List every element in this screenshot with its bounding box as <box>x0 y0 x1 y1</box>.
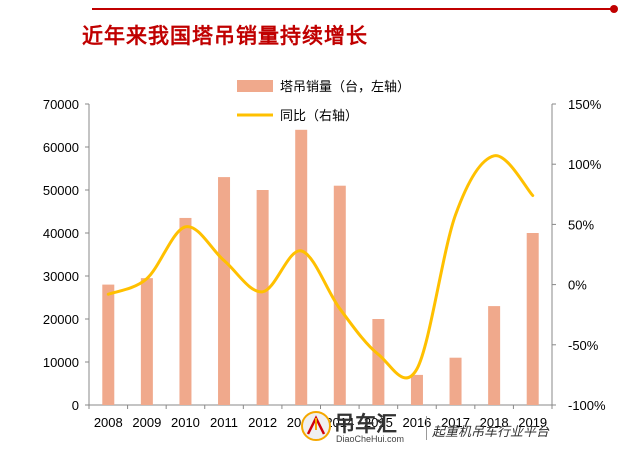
bar <box>295 129 308 406</box>
legend-line-label: 同比（右轴） <box>280 109 358 124</box>
x-tick-label: 2011 <box>210 415 238 430</box>
tick-labels: 0 10000 20000 30000 40000 50000 60000 70000 -100… <box>43 97 606 430</box>
bar <box>410 374 423 405</box>
bar <box>140 278 153 405</box>
y-left-tick-label: 30000 <box>43 269 79 284</box>
y-left-tick-label: 70000 <box>43 97 79 112</box>
bar-series <box>102 129 539 406</box>
bar <box>526 233 539 405</box>
bar <box>256 190 269 405</box>
bar <box>372 319 385 405</box>
x-tick-label: 2016 <box>402 415 431 430</box>
y-right-tick-label: 50% <box>568 217 594 232</box>
bar <box>179 217 192 405</box>
x-tick-label: 2009 <box>132 415 161 430</box>
y-left-tick-label: 60000 <box>43 140 79 155</box>
bar <box>449 357 462 405</box>
watermark-slogan: 起重机吊车行业平台 <box>432 425 550 440</box>
y-left-tick-label: 40000 <box>43 226 79 241</box>
y-left-tick-label: 20000 <box>43 312 79 327</box>
crane-logo-icon <box>301 411 331 441</box>
watermark: 吊车汇 DiaoCheHui.com 起重机吊车行业平台 <box>300 408 600 448</box>
chart-title: 近年来我国塔吊销量持续增长 <box>82 24 368 48</box>
legend: 塔吊销量（台，左轴） 同比（右轴） <box>237 80 410 124</box>
y-right-tick-label: -100% <box>568 398 606 413</box>
legend-bar-swatch <box>237 80 273 92</box>
y-right-tick-label: -50% <box>568 338 599 353</box>
watermark-url: DiaoCheHui.com <box>336 434 405 444</box>
y-left-tick-label: 50000 <box>43 183 79 198</box>
x-tick-label: 2017 <box>441 415 470 430</box>
bar <box>102 284 115 405</box>
x-tick-label: 2012 <box>248 415 277 430</box>
x-tick-label: 2010 <box>171 415 200 430</box>
watermark-brand: 吊车汇 <box>334 412 397 436</box>
y-left-tick-label: 10000 <box>43 355 79 370</box>
yoy-line <box>106 154 535 380</box>
y-left-tick-label: 0 <box>72 398 79 413</box>
y-right-tick-label: 150% <box>568 97 602 112</box>
bar <box>488 306 501 405</box>
legend-bar-label: 塔吊销量（台，左轴） <box>280 80 410 95</box>
x-tick-label: 2019 <box>518 415 547 430</box>
header-rule <box>92 8 612 10</box>
y-right-tick-label: 100% <box>568 157 602 172</box>
x-tick-label: 2014 <box>325 415 354 430</box>
bar <box>333 185 346 405</box>
header-rule-dot <box>610 5 618 13</box>
watermark-separator <box>426 416 427 440</box>
chart-axes <box>85 103 556 409</box>
x-tick-label: 2015 <box>364 415 393 430</box>
y-right-tick-label: 0% <box>568 278 587 293</box>
bar <box>218 177 231 405</box>
x-tick-label: 2008 <box>94 415 123 430</box>
x-tick-label: 2018 <box>480 415 509 430</box>
